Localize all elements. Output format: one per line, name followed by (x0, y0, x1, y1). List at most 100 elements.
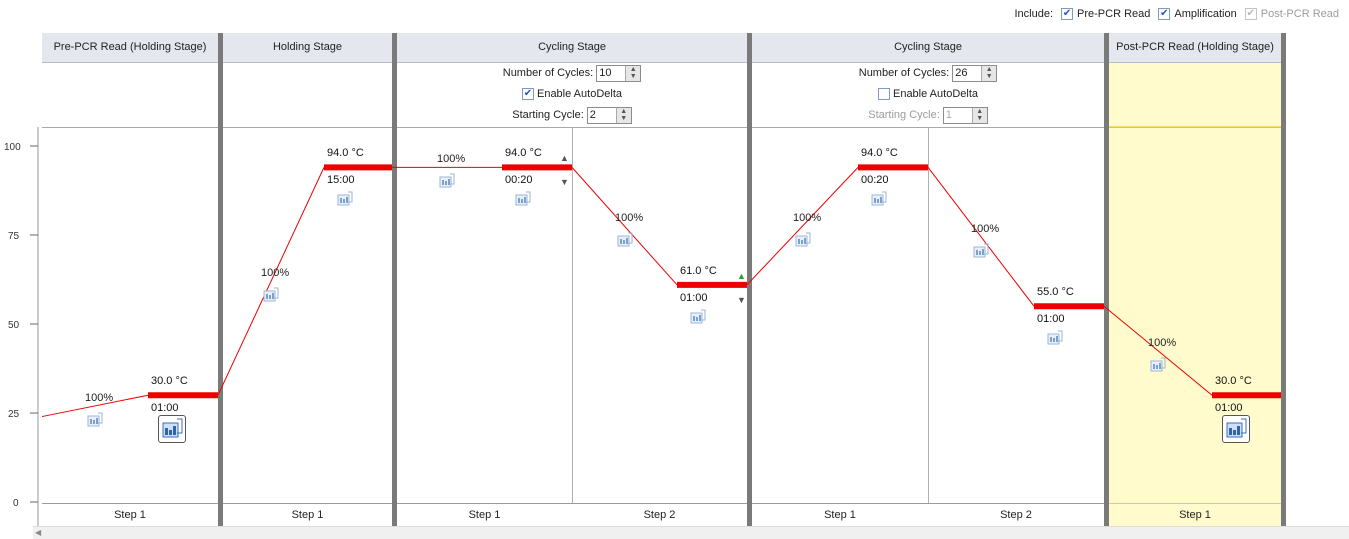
camera-icon[interactable] (795, 232, 812, 247)
camera-icon[interactable] (158, 415, 186, 444)
stage-post-pcr-read[interactable]: Post-PCR Read (Holding Stage) Step 1 (1109, 33, 1281, 526)
step-temperature[interactable]: 30.0 °C (151, 375, 188, 388)
cycles-spinner[interactable]: 10 ▲ ▼ (596, 64, 642, 82)
step-temperature[interactable]: 94.0 °C (505, 147, 542, 160)
step-temperature[interactable]: 30.0 °C (1215, 375, 1252, 388)
stage-title: Cycling Stage (752, 33, 1104, 63)
camera-icon[interactable] (1222, 415, 1250, 444)
step-time[interactable]: 15:00 (327, 174, 355, 187)
stage-pre-pcr-read[interactable]: Pre-PCR Read (Holding Stage) Step 1 (42, 33, 218, 526)
camera-icon[interactable] (515, 191, 532, 206)
step-time[interactable]: 01:00 (1215, 402, 1243, 415)
camera-icon[interactable] (337, 191, 354, 206)
step-temperature[interactable]: 94.0 °C (861, 147, 898, 160)
starting-cycle-spinner[interactable]: 2 ▲ ▼ (586, 106, 632, 124)
include-pre-pcr-checkbox[interactable]: ✔ Pre-PCR Read (1061, 8, 1151, 20)
camera-icon[interactable] (690, 309, 707, 324)
scroll-left-icon[interactable]: ◀ (35, 528, 42, 537)
check-icon: ✔ (1244, 8, 1257, 20)
svg-text:75: 75 (8, 231, 20, 242)
include-bar: Include: ✔ Pre-PCR Read ✔ Amplification … (0, 0, 1349, 30)
camera-icon[interactable] (871, 191, 888, 206)
step-label[interactable]: Step 2 (1000, 509, 1032, 521)
ramp-rate[interactable]: 100% (437, 153, 466, 165)
y-tick-100: 100 (4, 142, 38, 153)
svg-text:50: 50 (8, 320, 20, 331)
step-time[interactable]: 00:20 (861, 174, 889, 187)
stage-footer: Step 1 Step 2 (397, 503, 747, 526)
triangle-up-icon[interactable]: ▲ (737, 271, 746, 281)
triangle-down-icon[interactable]: ▼ (737, 295, 746, 305)
camera-icon[interactable] (1047, 330, 1064, 345)
step-time[interactable]: 01:00 (680, 291, 708, 304)
cycles-label: Number of Cycles: (858, 67, 950, 79)
camera-icon[interactable] (87, 412, 104, 427)
starting-cycle-value: 1 (945, 108, 952, 121)
stage-title: Holding Stage (223, 33, 392, 63)
check-icon: ✔ (1061, 8, 1074, 20)
cycles-row: Number of Cycles: 10 ▲ ▼ (397, 64, 747, 82)
autodelta-row: Enable AutoDelta (752, 85, 1104, 103)
include-options: Include: ✔ Pre-PCR Read ✔ Amplification … (1014, 8, 1339, 20)
camera-icon[interactable] (263, 287, 280, 302)
ramp-rate[interactable]: 100% (793, 212, 822, 224)
step-label[interactable]: Step 1 (824, 509, 856, 521)
stage-footer: Step 1 (42, 503, 218, 526)
step-time[interactable]: 00:20 (505, 174, 533, 187)
step-temperature[interactable]: 55.0 °C (1037, 286, 1074, 299)
spinner-arrows-icon[interactable]: ▲ ▼ (615, 107, 631, 123)
starting-cycle-row: Starting Cycle: 1 ▲ ▼ (752, 106, 1104, 124)
include-label: Include: (1014, 8, 1054, 20)
stage-footer: Step 1 (1109, 503, 1281, 526)
step-label[interactable]: Step 1 (1179, 509, 1211, 521)
camera-icon[interactable] (617, 232, 634, 247)
camera-icon[interactable] (1150, 357, 1167, 372)
spinner-arrows-icon[interactable]: ▲ ▼ (981, 65, 997, 81)
autodelta-label: Enable AutoDelta (892, 88, 978, 100)
stage-separator[interactable] (1104, 33, 1109, 526)
ramp-rate[interactable]: 100% (971, 223, 1000, 235)
y-tick-75: 75 (8, 231, 38, 242)
cycles-value[interactable]: 10 (599, 66, 612, 79)
cycles-value[interactable]: 26 (955, 66, 968, 79)
triangle-up-icon[interactable]: ▲ (560, 153, 569, 163)
step-label[interactable]: Step 1 (468, 509, 501, 521)
camera-icon[interactable] (973, 243, 990, 258)
step-label[interactable]: Step 1 (291, 509, 324, 521)
check-icon: ✔ (1158, 8, 1171, 20)
spinner-arrows-icon: ▲ ▼ (971, 107, 987, 123)
step-label[interactable]: Step 2 (643, 509, 676, 521)
spinner-arrows-icon[interactable]: ▲ ▼ (625, 65, 641, 81)
stage-cycling-2[interactable]: Cycling Stage Number of Cycles: 26 ▲ ▼ En… (752, 33, 1104, 526)
starting-cycle-value[interactable]: 2 (589, 108, 596, 121)
step-label[interactable]: Step 1 (114, 509, 146, 521)
svg-text:100: 100 (4, 142, 21, 153)
stage-separator[interactable] (392, 33, 397, 526)
stage-options (42, 63, 218, 128)
autodelta-row: ✔ Enable AutoDelta (397, 85, 747, 103)
stage-options (1109, 63, 1281, 128)
ramp-rate[interactable]: 100% (615, 212, 644, 224)
cycles-row: Number of Cycles: 26 ▲ ▼ (752, 64, 1104, 82)
ramp-rate[interactable]: 100% (261, 267, 290, 279)
camera-icon[interactable] (439, 173, 456, 188)
stage-holding[interactable]: Holding Stage Step 1 (223, 33, 392, 526)
step-time[interactable]: 01:00 (151, 402, 179, 415)
step-divider (928, 127, 929, 504)
horizontal-scrollbar[interactable]: ◀ (33, 526, 1349, 539)
ramp-rate[interactable]: 100% (1148, 337, 1177, 349)
y-axis: 100 75 50 25 0 (4, 127, 39, 526)
step-temperature[interactable]: 61.0 °C (680, 264, 717, 277)
triangle-down-icon[interactable]: ▼ (560, 177, 569, 187)
step-time[interactable]: 01:00 (1037, 313, 1065, 326)
ramp-rate[interactable]: 100% (85, 392, 114, 404)
autodelta-checkbox[interactable] (877, 88, 890, 100)
autodelta-checkbox[interactable]: ✔ (521, 88, 534, 100)
stage-options (223, 63, 392, 128)
stage-title: Post-PCR Read (Holding Stage) (1109, 33, 1281, 63)
cycles-spinner[interactable]: 26 ▲ ▼ (952, 64, 998, 82)
include-amplification-checkbox[interactable]: ✔ Amplification (1158, 8, 1237, 20)
step-temperature[interactable]: 94.0 °C (327, 147, 364, 160)
step-divider (572, 127, 573, 504)
stage-cycling-1[interactable]: Cycling Stage Number of Cycles: 10 ▲ ▼ ✔ … (397, 33, 747, 526)
